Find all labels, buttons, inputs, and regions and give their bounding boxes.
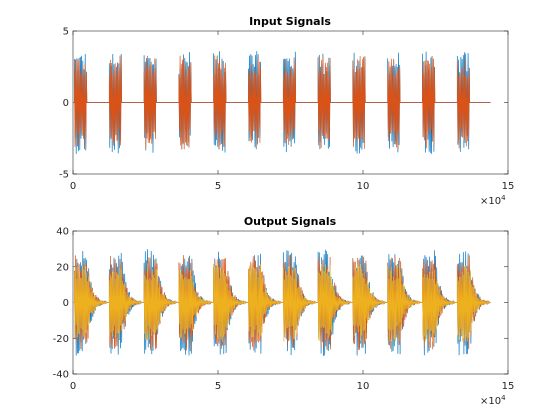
output-ticks: 0 5 10 15 -40 -20 0 20 40 (53, 227, 515, 393)
output-y-tick-label: -20 (53, 334, 69, 345)
output-x-exponent-power: 4 (501, 394, 506, 402)
output-x-exponent-base: ×10 (480, 396, 501, 407)
input-series-group (73, 51, 491, 154)
output-series-group (73, 249, 491, 357)
input-ticks: 0 5 10 15-505 (59, 27, 514, 193)
input-x-exponent-power: 4 (501, 194, 506, 202)
input-y-tick-label: 0 (63, 98, 69, 109)
output-y-tick-label: -40 (53, 370, 69, 381)
output-chart-title: Output Signals (244, 215, 337, 228)
output-y-tick-label: 40 (56, 227, 69, 238)
input-x-tick-label: 0 (70, 181, 76, 192)
output-signals-axes: 0 5 10 15 -40 -20 0 20 40 Output Signals ×104 (53, 215, 515, 407)
input-x-tick-label: 10 (357, 181, 370, 192)
output-x-tick-label: 5 (215, 381, 221, 392)
input-chart-title: Input Signals (249, 15, 331, 28)
input-x-tick-label: 15 (502, 181, 515, 192)
output-x-tick-label: 10 (357, 381, 370, 392)
output-x-tick-label: 0 (70, 381, 76, 392)
output-x-tick-label: 15 (502, 381, 515, 392)
output-x-exponent: ×104 (480, 394, 506, 407)
input-x-exponent-base: ×10 (480, 196, 501, 207)
output-y-tick-label: 0 (63, 298, 69, 309)
output-y-tick-label: 20 (56, 262, 69, 273)
input-x-exponent: ×104 (480, 194, 506, 207)
input-y-tick-label: -5 (59, 170, 69, 181)
input-x-tick-label: 5 (215, 181, 221, 192)
input-signals-axes: 0 5 10 15-505 Input Signals ×104 (59, 15, 514, 207)
output-series-2 (73, 263, 491, 342)
input-series-1 (73, 55, 491, 150)
input-y-tick-label: 5 (63, 27, 69, 38)
